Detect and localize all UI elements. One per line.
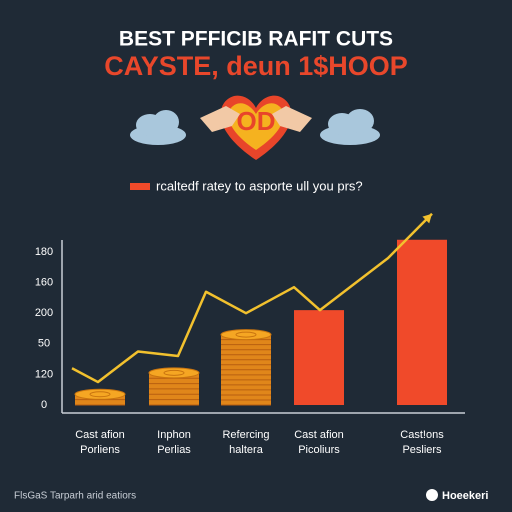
x-tick-label: Inphon xyxy=(157,429,191,441)
footer-right: Hoeekeri xyxy=(442,490,488,502)
illustration: OD xyxy=(130,95,380,160)
x-tick-label: Picoliurs xyxy=(298,444,340,456)
coin-top xyxy=(74,388,126,400)
x-tick-label: haltera xyxy=(229,444,264,456)
legend-swatch xyxy=(130,183,150,190)
y-tick-label: 0 xyxy=(41,399,47,411)
trend-arrowhead xyxy=(422,213,432,224)
y-tick-label: 50 xyxy=(38,338,50,350)
svg-text:OD: OD xyxy=(237,106,276,136)
coin-face xyxy=(89,391,111,398)
y-tick-label: 120 xyxy=(35,368,53,380)
title: BEST PFFICIB RAFIT CUTS xyxy=(119,28,393,51)
x-tick-label: Pesliers xyxy=(402,444,442,456)
bar xyxy=(397,239,447,405)
coin-stack xyxy=(220,329,272,406)
x-tick-label: Perlias xyxy=(157,444,191,456)
y-tick-label: 160 xyxy=(35,277,53,289)
trend-line xyxy=(71,212,433,384)
y-tick-label: 180 xyxy=(35,246,53,258)
coin-face xyxy=(163,369,185,376)
coin-top xyxy=(148,367,200,379)
x-tick-label: Cast!ons xyxy=(400,429,444,441)
subtitle: CAYSTE, deun 1$HOOP xyxy=(104,51,408,81)
coin-face xyxy=(235,331,257,338)
coin-stack xyxy=(74,388,126,406)
footer-left: FlsGaS Tarparh arid eatiors xyxy=(14,491,136,502)
coin-stack xyxy=(148,367,200,406)
bar xyxy=(294,310,344,405)
x-tick-label: Cast afion xyxy=(294,429,344,441)
footer-icon xyxy=(426,489,438,501)
coin-top xyxy=(220,329,272,341)
legend-text: rcaltedf ratey to asporte ull you prs? xyxy=(156,178,363,193)
x-tick-label: Refercing xyxy=(222,429,269,441)
x-tick-label: Porliens xyxy=(80,444,120,456)
y-tick-label: 200 xyxy=(35,307,53,319)
x-tick-label: Cast afion xyxy=(75,429,125,441)
